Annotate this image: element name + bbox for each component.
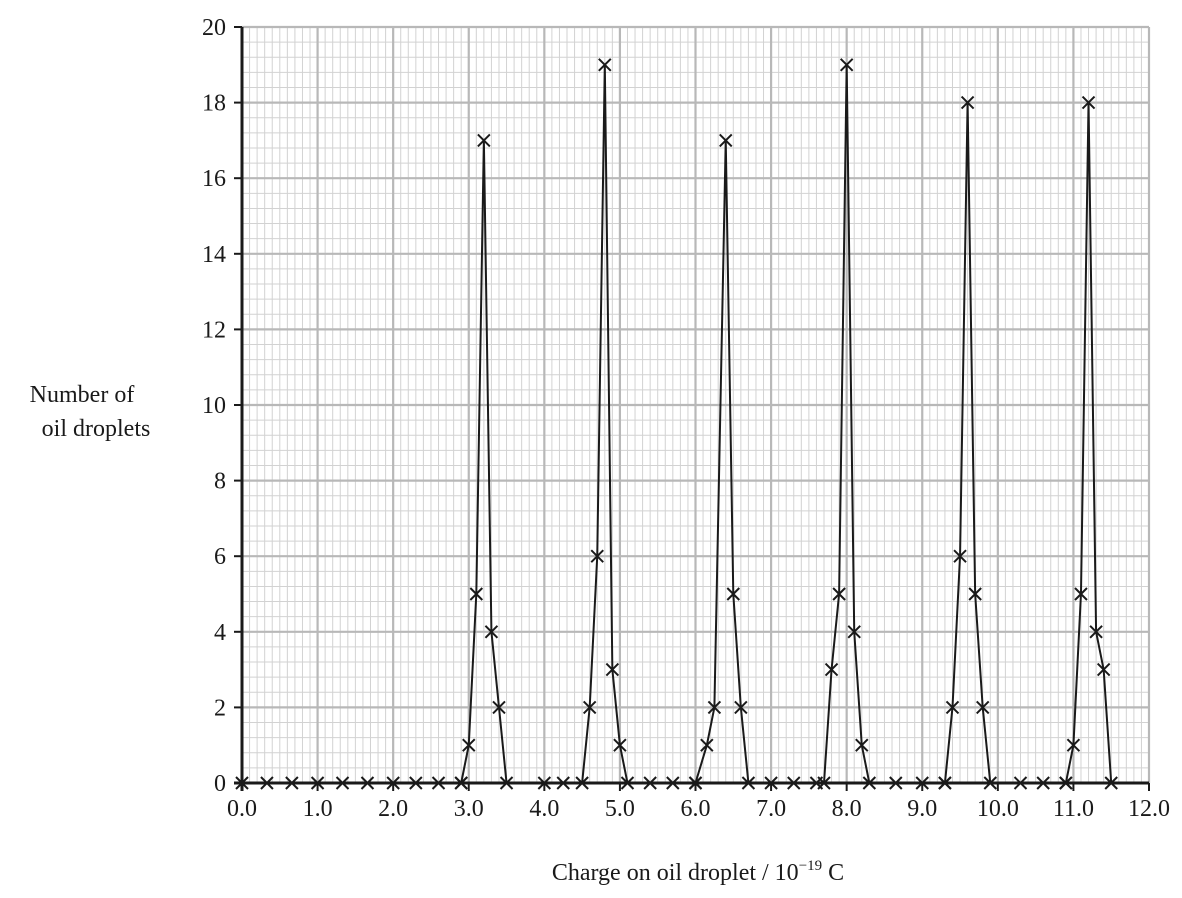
y-tick-label: 10 bbox=[202, 393, 226, 419]
data-point-marker bbox=[310, 776, 325, 790]
data-point-marker bbox=[968, 587, 982, 601]
data-point-marker bbox=[983, 776, 997, 790]
data-point-marker bbox=[847, 625, 861, 639]
y-axis-label-line-1: Number of bbox=[30, 382, 135, 408]
x-tick-label: 4.0 bbox=[529, 796, 559, 822]
data-point-marker bbox=[469, 587, 484, 601]
y-axis-label-line-2: oil droplets bbox=[42, 416, 151, 442]
data-point-marker bbox=[1013, 776, 1028, 790]
x-tick-label: 2.0 bbox=[378, 796, 408, 822]
data-point-marker bbox=[556, 776, 570, 790]
data-point-marker bbox=[787, 776, 801, 790]
x-tick-label: 10.0 bbox=[977, 796, 1019, 822]
x-tick-label: 3.0 bbox=[454, 796, 484, 822]
data-point-marker bbox=[938, 776, 952, 790]
x-tick-labels: 0.0 1.0 2.0 3.0 4.0 5.0 6.0 7.0 8.0 9.0 10.0 11.0 12… bbox=[227, 796, 1170, 822]
data-point-marker bbox=[235, 776, 249, 790]
x-axis-label-prefix: Charge on oil droplet / 10 bbox=[552, 860, 799, 886]
x-tick-label: 5.0 bbox=[605, 796, 635, 822]
data-point-marker bbox=[643, 776, 657, 790]
data-point-marker bbox=[454, 776, 468, 790]
x-tick-label: 7.0 bbox=[756, 796, 786, 822]
data-point-marker bbox=[889, 776, 903, 790]
data-point-marker bbox=[839, 58, 854, 72]
data-point-marker bbox=[575, 776, 589, 790]
data-point-marker bbox=[855, 738, 869, 752]
data-point-marker bbox=[809, 776, 824, 790]
x-tick-label: 9.0 bbox=[907, 796, 937, 822]
data-point-marker bbox=[537, 776, 552, 790]
data-point-marker bbox=[832, 587, 846, 601]
y-tick-labels: 0 2 4 6 8 10 12 14 16 18 20 bbox=[202, 15, 226, 797]
x-axis-label-exponent: −19 bbox=[799, 858, 822, 874]
data-point-marker bbox=[1104, 776, 1118, 790]
data-point-marker bbox=[409, 776, 423, 790]
data-point-marker bbox=[1089, 625, 1103, 639]
data-point-marker bbox=[1081, 95, 1096, 110]
data-point-marker bbox=[960, 95, 975, 110]
data-point-marker bbox=[462, 738, 476, 752]
y-tick-label: 18 bbox=[202, 91, 226, 117]
data-point-marker bbox=[707, 700, 722, 715]
x-tick-label: 1.0 bbox=[303, 796, 333, 822]
data-point-marker bbox=[335, 776, 350, 790]
data-point-marker bbox=[598, 58, 612, 72]
x-tick-label: 6.0 bbox=[681, 796, 711, 822]
x-tick-label: 0.0 bbox=[227, 796, 257, 822]
data-point-marker bbox=[1096, 662, 1111, 677]
data-point-marker bbox=[431, 776, 446, 790]
data-point-marker bbox=[915, 776, 929, 790]
data-point-marker bbox=[726, 587, 740, 601]
x-tick-label: 12.0 bbox=[1128, 796, 1170, 822]
data-point-marker bbox=[605, 662, 620, 677]
axes bbox=[234, 26, 1150, 791]
y-tick-label: 6 bbox=[214, 544, 226, 570]
data-point-marker bbox=[285, 776, 299, 790]
data-point-marker bbox=[824, 662, 839, 677]
y-tick-label: 4 bbox=[214, 620, 226, 646]
data-point-marker bbox=[976, 700, 990, 715]
data-point-marker bbox=[360, 776, 375, 790]
data-point-marker bbox=[1059, 776, 1073, 790]
data-point-marker bbox=[582, 700, 597, 715]
data-point-marker bbox=[613, 738, 627, 752]
data-point-marker bbox=[620, 776, 635, 790]
data-point-marker bbox=[945, 700, 960, 715]
data-point-marker bbox=[260, 776, 274, 790]
y-tick-label: 2 bbox=[214, 695, 226, 721]
data-point-marker bbox=[1066, 738, 1081, 752]
data-point-marker bbox=[688, 776, 703, 790]
y-tick-label: 20 bbox=[202, 15, 226, 41]
data-point-marker bbox=[590, 549, 604, 563]
y-tick-label: 12 bbox=[202, 317, 226, 343]
data-point-marker bbox=[953, 549, 967, 563]
x-axis-label-unit: C bbox=[822, 860, 844, 886]
x-tick-label: 11.0 bbox=[1053, 796, 1094, 822]
data-point-marker bbox=[477, 133, 491, 148]
data-point-marker bbox=[700, 738, 714, 752]
data-point-marker bbox=[666, 776, 680, 790]
y-tick-label: 14 bbox=[202, 242, 226, 268]
data-point-marker bbox=[386, 776, 400, 790]
data-point-marker bbox=[764, 776, 778, 790]
data-point-marker bbox=[1074, 587, 1088, 601]
data-point-marker bbox=[741, 776, 756, 790]
data-markers bbox=[235, 58, 1118, 790]
y-tick-label: 0 bbox=[214, 771, 226, 797]
x-axis-label: Charge on oil droplet / 10−19 C bbox=[552, 858, 844, 886]
y-tick-label: 16 bbox=[202, 166, 226, 192]
data-point-marker bbox=[492, 700, 506, 715]
data-point-marker bbox=[862, 776, 877, 790]
x-tick-label: 8.0 bbox=[832, 796, 862, 822]
data-point-marker bbox=[484, 625, 499, 639]
data-point-marker bbox=[1036, 776, 1050, 790]
data-point-marker bbox=[734, 700, 748, 715]
data-point-marker bbox=[499, 776, 514, 790]
data-point-marker bbox=[719, 133, 733, 148]
y-tick-label: 8 bbox=[214, 469, 226, 495]
